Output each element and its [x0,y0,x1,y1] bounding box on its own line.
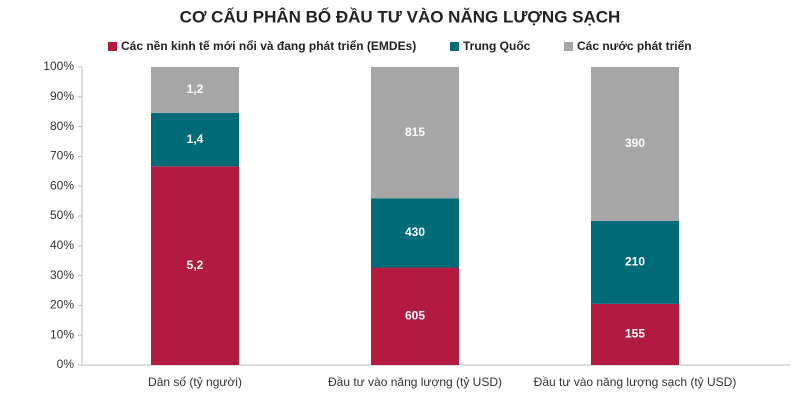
y-tick-label: 80% [50,119,74,133]
legend-label: Các nước phát triển [577,39,692,53]
x-tick-label: Đầu tư vào năng lượng sạch (tỷ USD) [534,375,737,389]
value-label: 605 [405,308,425,322]
y-tick-label: 50% [50,208,74,222]
y-tick-label: 0% [57,357,75,371]
y-tick-label: 40% [50,238,74,252]
legend-swatch [108,42,117,51]
bar-segment [371,198,459,268]
chart-title: CƠ CẤU PHÂN BỐ ĐẦU TƯ VÀO NĂNG LƯỢNG SẠC… [180,6,621,26]
y-tick-label: 70% [50,149,74,163]
value-label: 390 [625,136,645,150]
bar-segment [151,67,239,113]
bar-segment [371,267,459,365]
bar-segment [151,112,239,167]
bar-segment [151,166,239,365]
y-tick-label: 20% [50,298,74,312]
value-label: 5,2 [187,258,204,272]
y-tick-label: 30% [50,268,74,282]
x-tick-label: Dân số (tỷ người) [148,375,242,389]
legend-swatch [564,42,573,51]
x-tick-label: Đầu tư vào năng lượng (tỷ USD) [328,375,502,389]
legend-swatch [450,42,459,51]
y-tick-label: 90% [50,89,74,103]
bar-segment [591,67,679,221]
value-label: 815 [405,125,425,139]
bar-segment [371,67,459,199]
value-label: 430 [405,225,425,239]
legend-label: Các nền kinh tế mới nổi và đang phát tri… [121,39,416,53]
bar-segment [591,303,679,365]
value-label: 1,2 [187,82,204,96]
legend-label: Trung Quốc [463,39,531,53]
value-label: 210 [625,255,645,269]
bar-segment [591,220,679,304]
value-label: 155 [625,327,645,341]
y-tick-label: 100% [43,59,74,73]
value-label: 1,4 [187,132,204,146]
y-tick-label: 60% [50,178,74,192]
y-tick-label: 10% [50,327,74,341]
